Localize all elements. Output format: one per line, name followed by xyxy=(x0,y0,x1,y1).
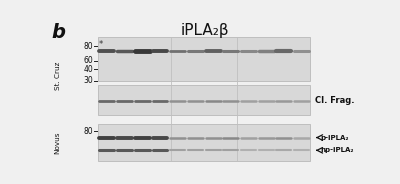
FancyBboxPatch shape xyxy=(98,37,310,81)
Text: 80: 80 xyxy=(84,42,93,51)
Text: b: b xyxy=(52,24,66,43)
Text: 30: 30 xyxy=(83,76,93,85)
FancyBboxPatch shape xyxy=(98,124,310,161)
Text: iPLA₂β: iPLA₂β xyxy=(181,24,229,38)
Text: np-iPLA₂: np-iPLA₂ xyxy=(321,147,354,153)
Text: 40: 40 xyxy=(83,65,93,74)
Text: 60: 60 xyxy=(83,56,93,65)
Text: p-iPLA₂: p-iPLA₂ xyxy=(321,135,349,141)
Text: Cl. Frag.: Cl. Frag. xyxy=(315,95,354,105)
Text: *: * xyxy=(99,40,103,49)
Text: Novus: Novus xyxy=(55,131,61,154)
FancyBboxPatch shape xyxy=(98,85,310,115)
Text: St. Cruz: St. Cruz xyxy=(55,62,61,90)
Text: 80: 80 xyxy=(84,127,93,136)
